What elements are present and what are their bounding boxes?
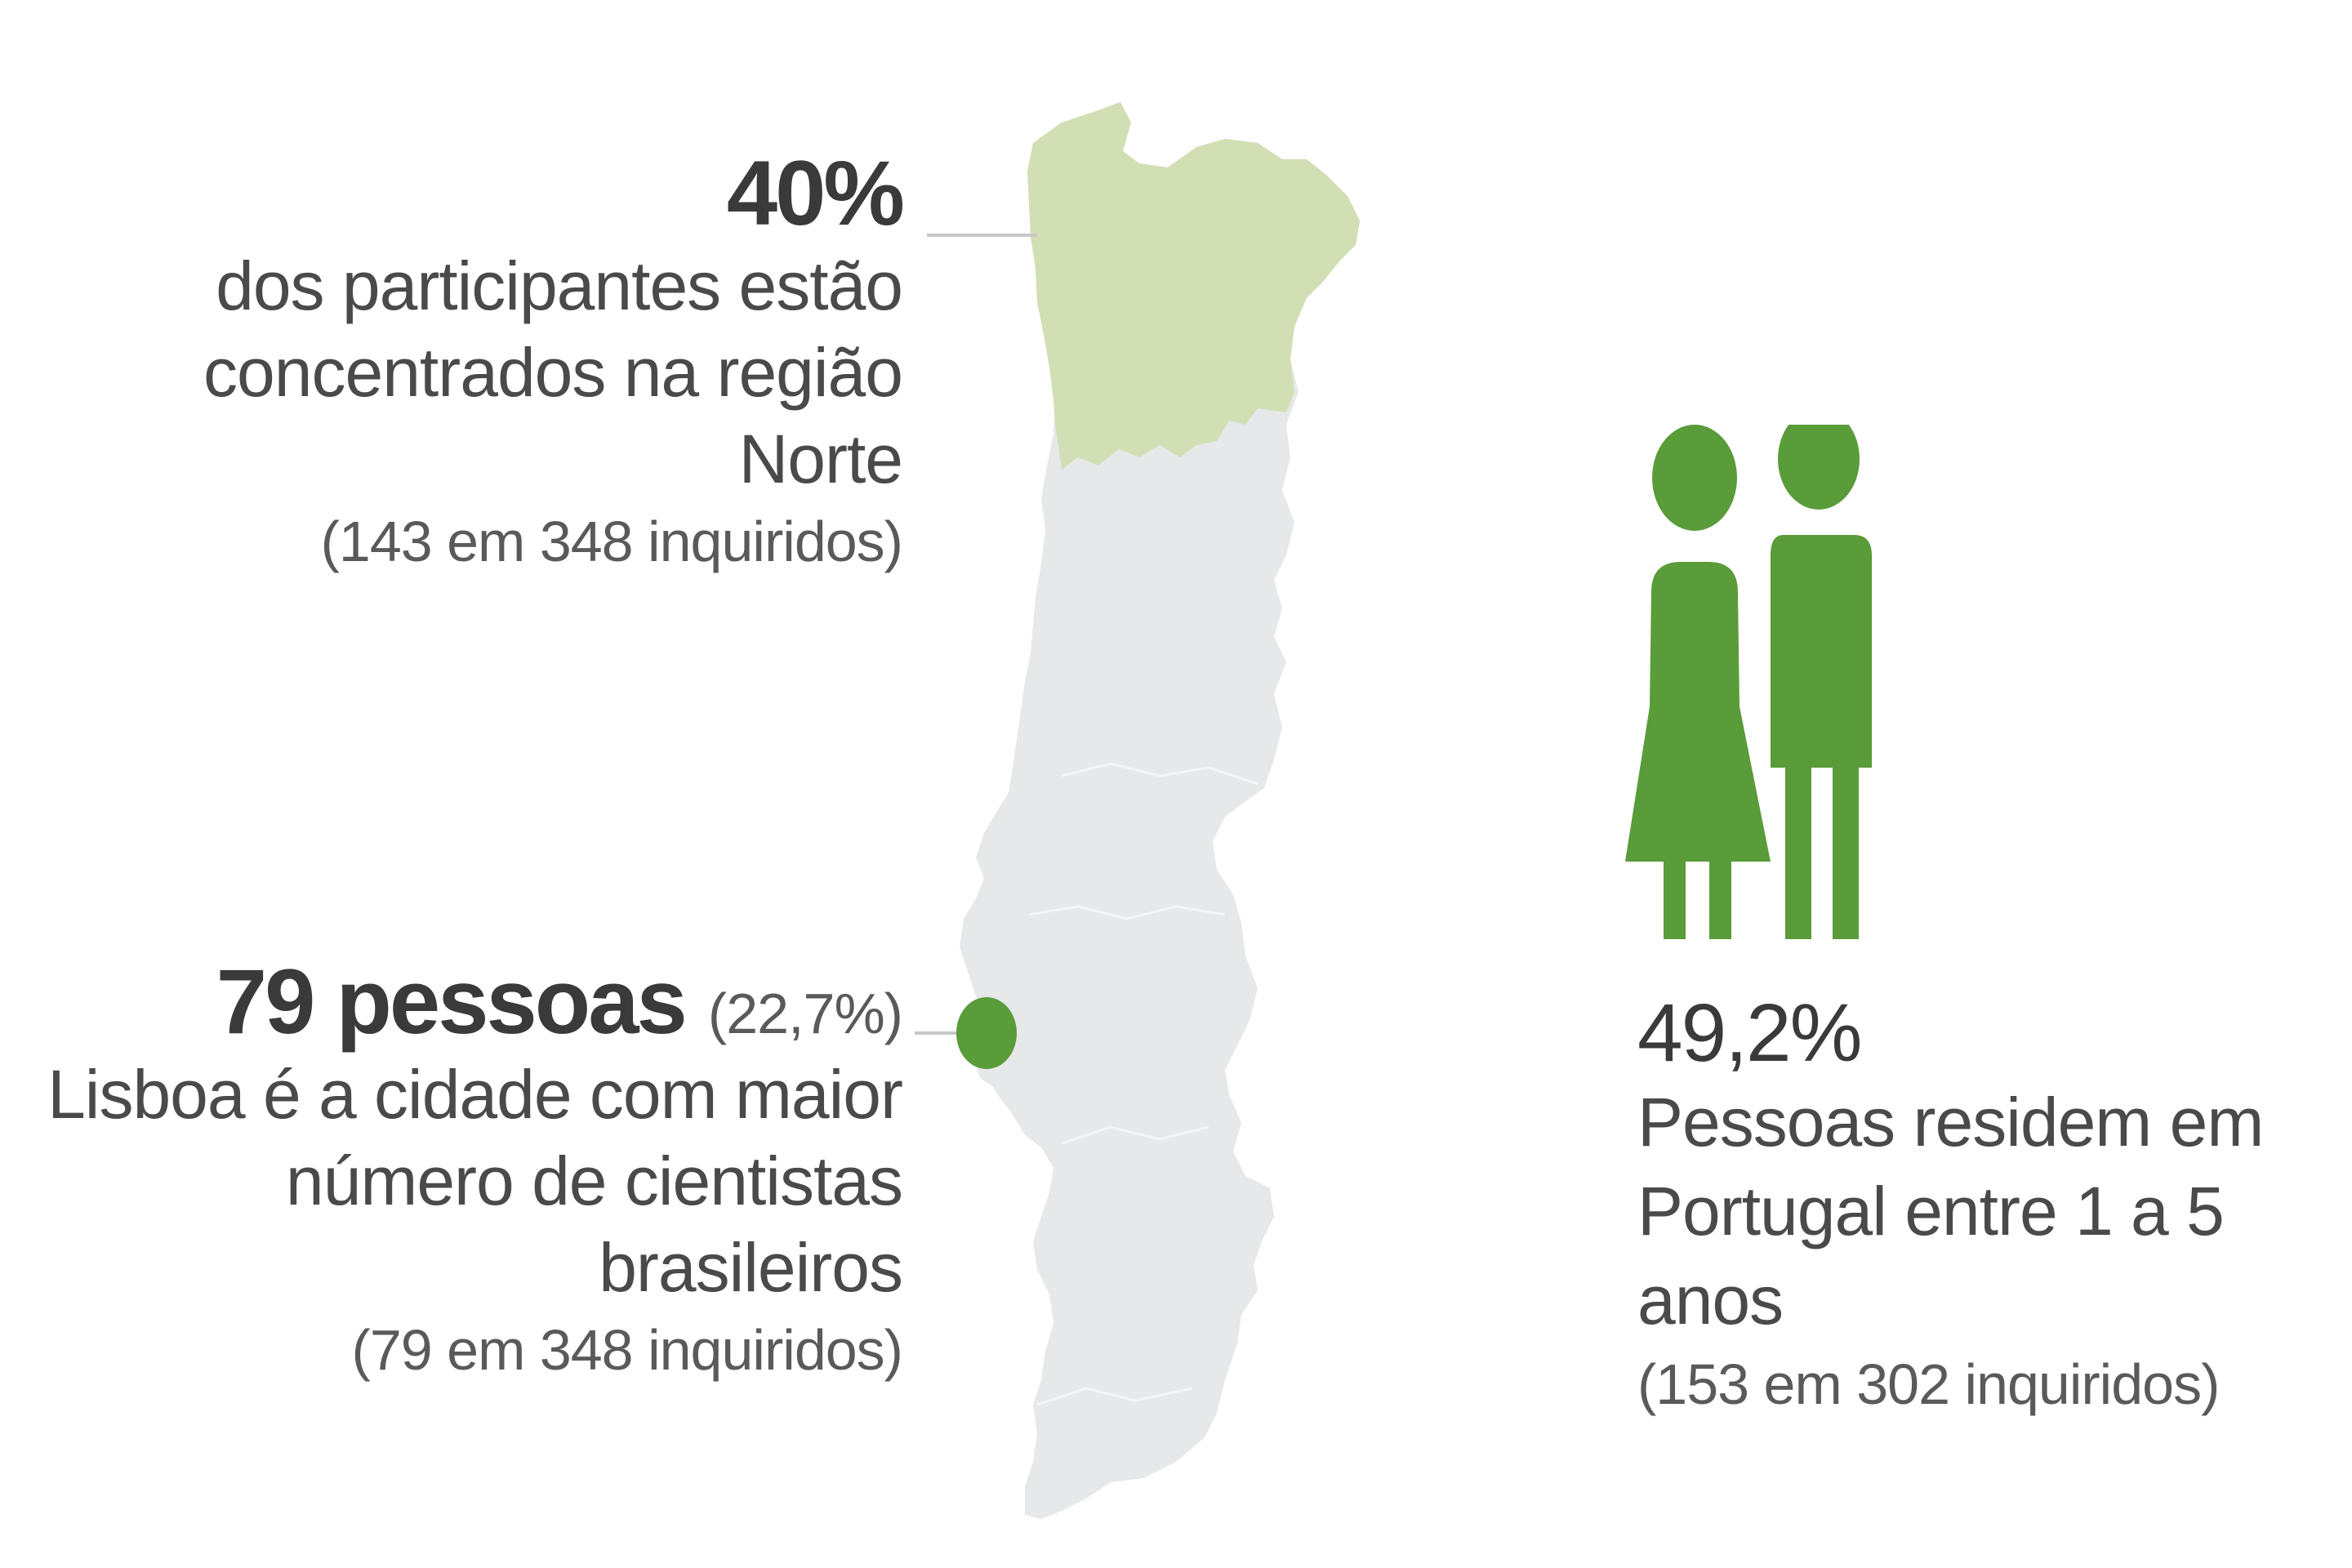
residence-description-line-2: Portugal entre 1 a 5 anos: [1637, 1173, 2225, 1339]
residence-note: (153 em 302 inquiridos): [1637, 1352, 2220, 1416]
lisboa-description-line-2: número de cientistas brasileiros: [285, 1143, 903, 1306]
lisboa-note: (79 em 348 inquiridos): [351, 1317, 903, 1382]
norte-region: [1027, 102, 1360, 470]
norte-note: (143 em 348 inquiridos): [320, 509, 903, 573]
residence-stat: 49,2%: [1637, 987, 1863, 1079]
norte-callout: 40% dos participantes estão concentrados…: [33, 142, 905, 580]
region-border: [1036, 1387, 1193, 1406]
circle-marker-icon: [956, 997, 1017, 1069]
residence-description-line-1: Pessoas residem em: [1637, 1084, 2264, 1160]
lisboa-stat-row: 79 pessoas (22,7%): [33, 951, 903, 1053]
lisboa-callout: 79 pessoas (22,7%) Lisboa é a cidade com…: [33, 951, 903, 1388]
region-border: [1028, 905, 1226, 920]
norte-description-line-1: dos participantes estão: [216, 247, 903, 325]
man-figure-icon: [1771, 425, 1872, 939]
norte-stat: 40%: [726, 142, 905, 244]
portugal-map-base: [960, 102, 1360, 1519]
norte-description-line-2: concentrados na região Norte: [203, 334, 903, 497]
region-border: [1061, 1125, 1209, 1145]
lisboa-stat: 79 pessoas: [216, 951, 688, 1053]
lisboa-stat-percent: (22,7%): [707, 982, 903, 1045]
woman-figure-icon: [1625, 425, 1771, 939]
region-border: [1061, 762, 1258, 786]
lisboa-description-line-1: Lisboa é a cidade com maior: [47, 1056, 903, 1134]
people-icon: [1625, 425, 1872, 939]
residence-callout: 49,2% Pessoas residem em Portugal entre …: [1637, 988, 2332, 1423]
